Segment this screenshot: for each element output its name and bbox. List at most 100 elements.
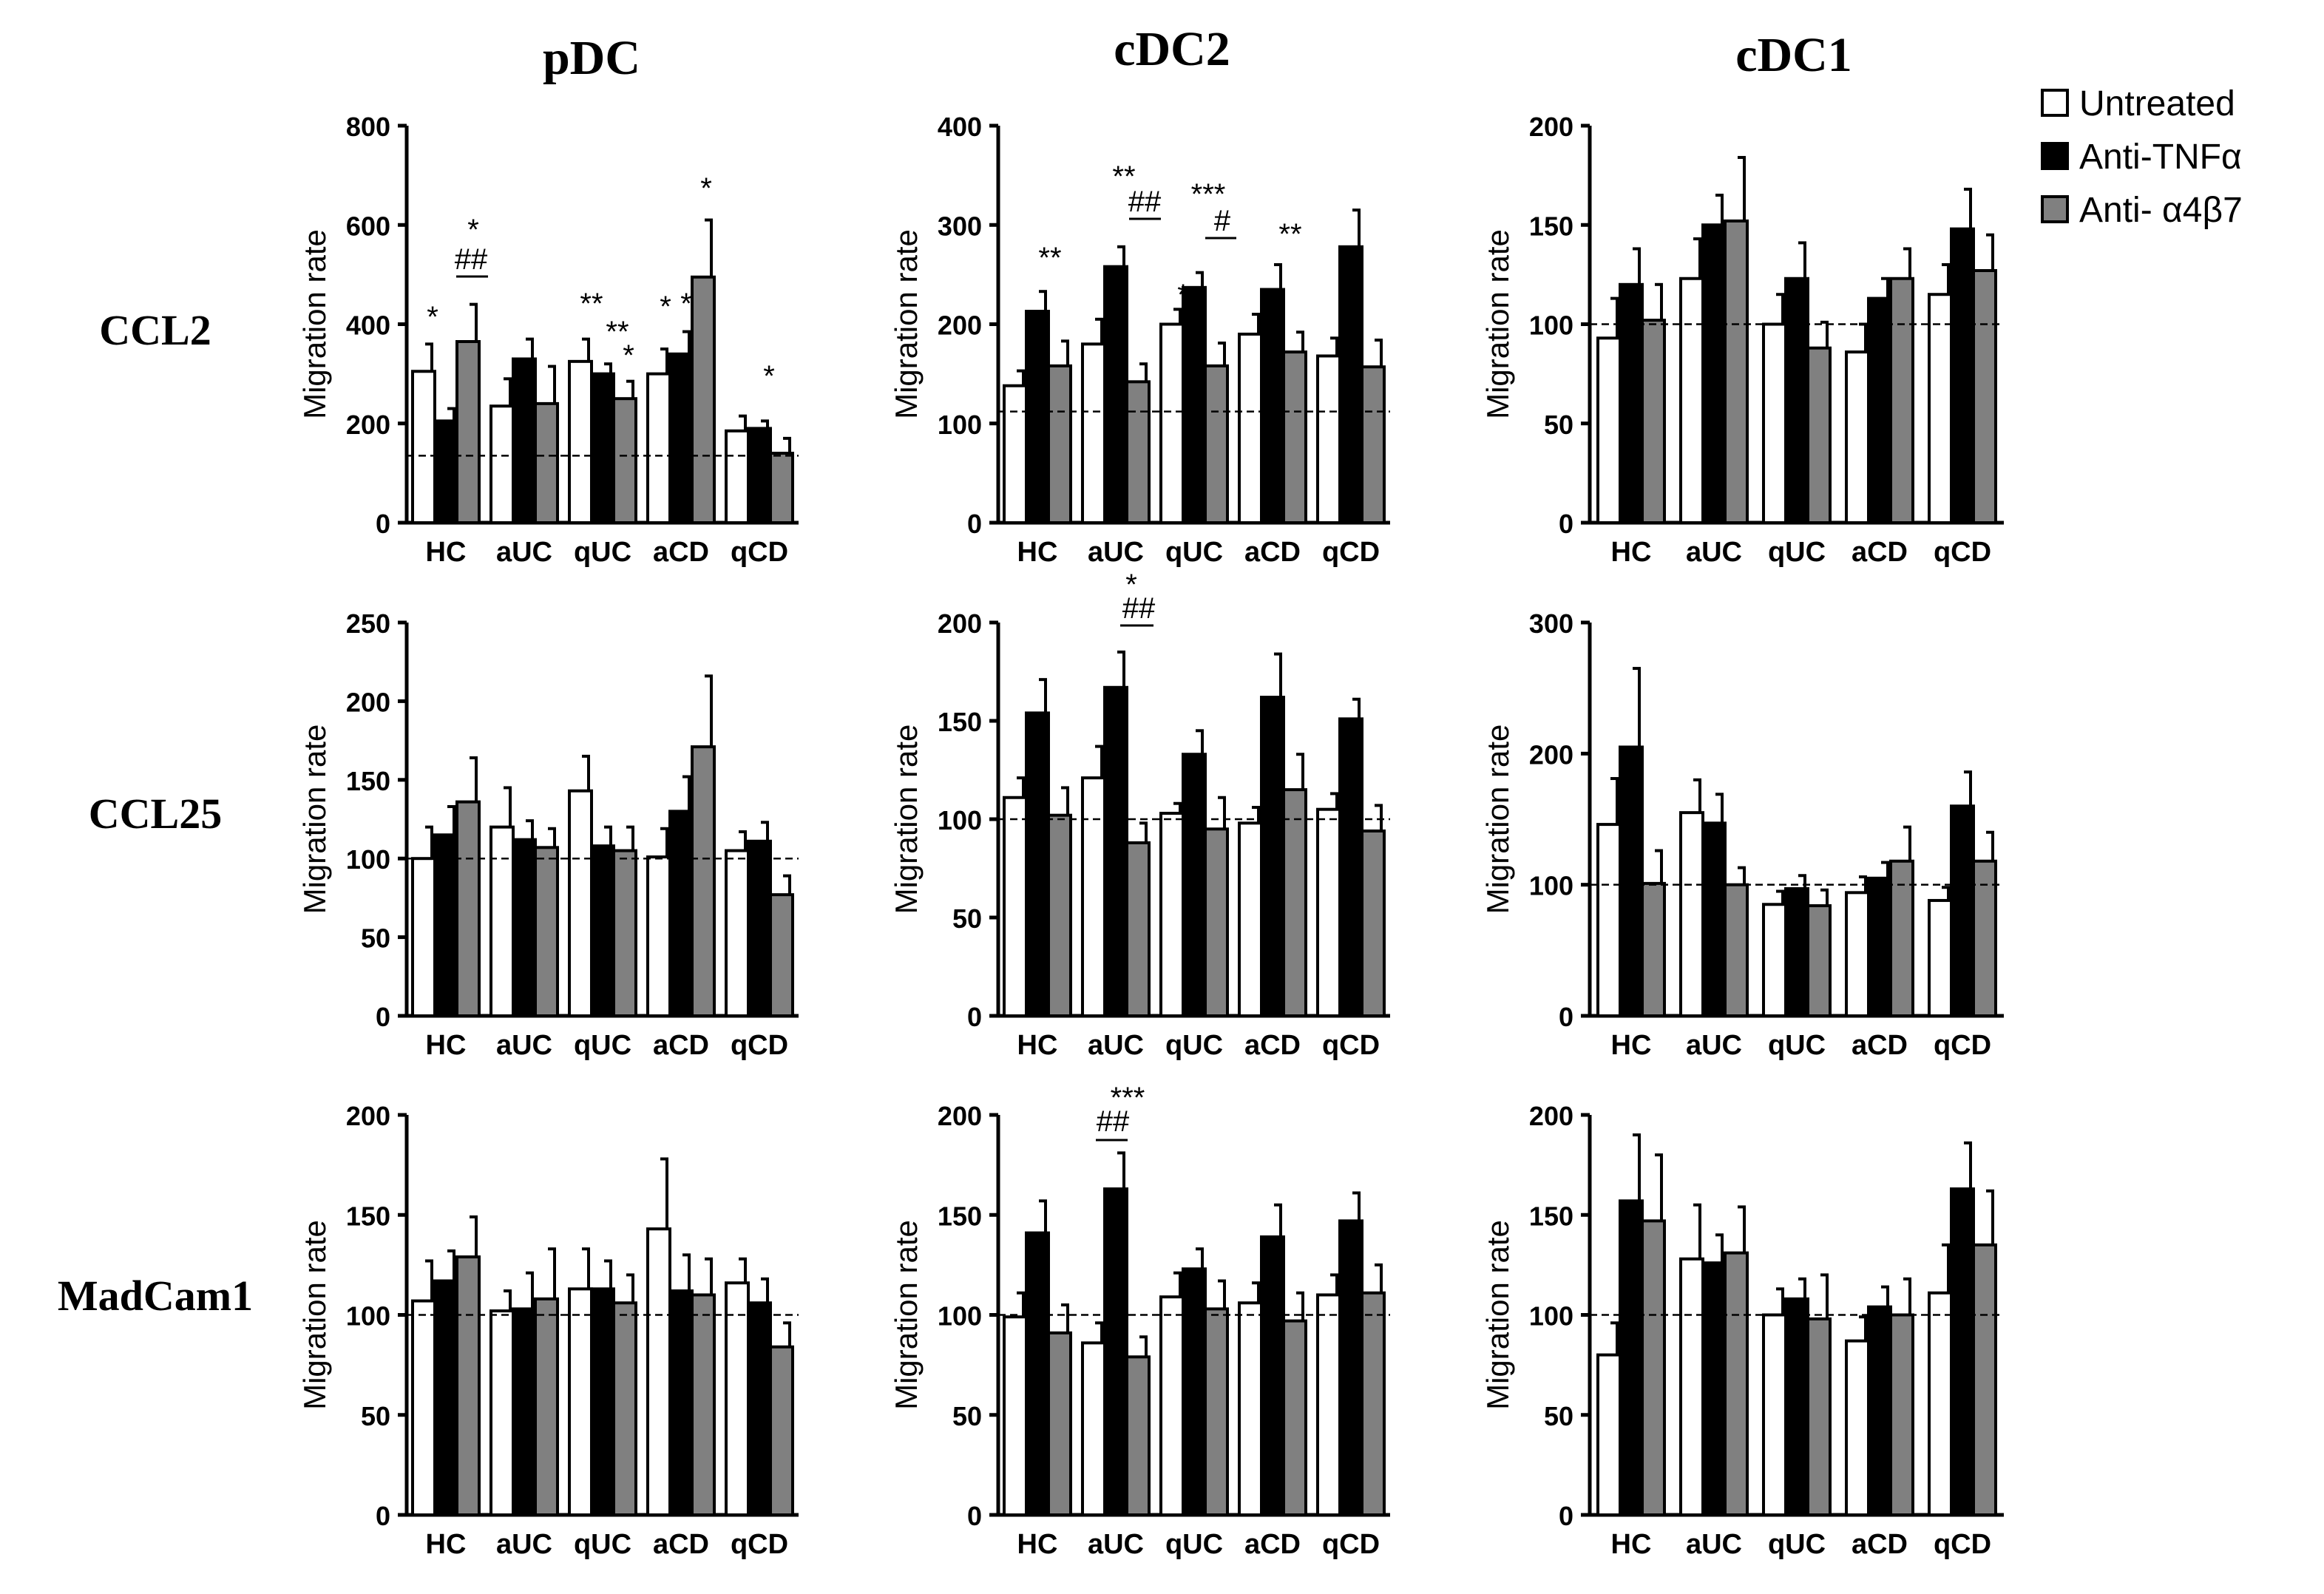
legend-label-untreated: Untreated: [2079, 84, 2235, 123]
significance-mark: ***: [1111, 1082, 1145, 1114]
significance-mark: *: [1103, 1286, 1115, 1318]
x-tick-label: HC: [1017, 1030, 1058, 1061]
x-tick-label: aCD: [1244, 537, 1301, 568]
y-axis-label: Migration rate: [1480, 725, 1515, 915]
y-tick-label: 400: [938, 112, 982, 142]
bar: [433, 1279, 458, 1516]
y-tick-label: 200: [1529, 739, 1573, 770]
y-axis-label: Migration rate: [1480, 229, 1515, 419]
significance-mark: ##: [1097, 1105, 1130, 1138]
bar: [1950, 804, 1975, 1018]
bar: [747, 839, 772, 1017]
bar: [590, 1287, 615, 1516]
x-tick-label: aCD: [653, 1030, 709, 1061]
y-axis-label: Migration rate: [297, 1220, 332, 1410]
bar: [668, 810, 694, 1017]
x-tick-label: aCD: [1852, 1030, 1908, 1061]
bar: [646, 855, 671, 1018]
bar: [512, 1307, 537, 1516]
x-tick-label: qCD: [731, 1030, 788, 1061]
y-tick-label: 150: [938, 1201, 982, 1231]
y-tick-label: 0: [1559, 1002, 1573, 1032]
bar: [1889, 859, 1914, 1018]
bar: [455, 339, 481, 524]
bar: [1125, 1355, 1151, 1517]
y-tick-label: 200: [346, 410, 390, 440]
y-tick-label: 300: [938, 211, 982, 241]
x-tick-label: HC: [1017, 537, 1058, 568]
bar: [1596, 1353, 1622, 1516]
bar: [646, 1227, 671, 1517]
significance-mark: **: [1038, 242, 1061, 274]
bar: [1950, 1187, 1975, 1516]
bar: [455, 1255, 481, 1517]
bar: [1972, 269, 1997, 524]
bar: [1762, 1313, 1787, 1516]
bar: [1159, 322, 1185, 524]
x-tick-label: qCD: [731, 537, 788, 568]
x-tick-label: HC: [426, 1529, 467, 1560]
bar: [1762, 322, 1787, 524]
bar: [691, 1293, 716, 1516]
bar: [1338, 717, 1363, 1018]
y-tick-label: 0: [1559, 1501, 1573, 1531]
x-tick-label: qCD: [1322, 1030, 1380, 1061]
y-tick-label: 100: [1529, 311, 1573, 341]
bar: [668, 352, 694, 524]
significance-mark: #: [1214, 205, 1231, 237]
x-tick-label: aCD: [653, 1529, 709, 1560]
y-tick-label: 200: [346, 1101, 390, 1131]
bar: [747, 1301, 772, 1517]
bar: [646, 372, 671, 524]
bar: [1003, 1315, 1028, 1516]
x-tick-label: HC: [1017, 1529, 1058, 1560]
bar: [1619, 1199, 1644, 1516]
bar: [769, 452, 794, 525]
bar: [612, 849, 637, 1018]
bar: [1103, 685, 1128, 1018]
bar: [1806, 346, 1832, 524]
bar: [691, 745, 716, 1017]
x-tick-label: qUC: [574, 1030, 631, 1061]
bar: [1159, 812, 1185, 1018]
x-tick-label: aCD: [1852, 537, 1908, 568]
bar: [489, 1309, 515, 1516]
bar: [534, 846, 559, 1017]
bar: [1701, 1261, 1727, 1517]
x-tick-label: HC: [426, 537, 467, 568]
y-tick-label: 150: [1529, 211, 1573, 241]
x-tick-label: qUC: [1165, 1030, 1223, 1061]
bar: [1784, 277, 1809, 524]
y-tick-label: 100: [346, 844, 390, 875]
y-tick-label: 0: [1559, 509, 1573, 539]
bar: [590, 372, 615, 524]
y-tick-label: 400: [346, 311, 390, 341]
bar: [1282, 788, 1307, 1017]
bar: [1282, 1319, 1307, 1516]
bar: [512, 357, 537, 524]
bar: [1025, 1231, 1050, 1516]
bar: [1641, 881, 1666, 1017]
y-axis-label: Migration rate: [1480, 1220, 1515, 1410]
bar: [1928, 1291, 1953, 1516]
significance-mark: **: [580, 288, 603, 320]
x-tick-label: qCD: [1322, 537, 1380, 568]
x-tick-label: qCD: [1934, 1529, 1991, 1560]
y-tick-label: 100: [938, 1301, 982, 1332]
y-axis-label: Migration rate: [297, 229, 332, 419]
significance-mark: *: [763, 360, 775, 393]
significance-mark: ##: [1122, 592, 1156, 625]
significance-mark: **: [1278, 218, 1301, 251]
y-tick-label: 200: [938, 608, 982, 639]
significance-mark: *: [680, 288, 692, 320]
y-tick-label: 150: [1529, 1201, 1573, 1231]
bar: [1182, 285, 1207, 524]
bar: [725, 849, 750, 1018]
bar: [1596, 823, 1622, 1018]
bar: [590, 844, 615, 1018]
panel-madcam1-pdc: 0 50 100 150 200 Migration rate HC aUC qUC aCD qCD: [297, 1101, 799, 1560]
bar: [1361, 1291, 1386, 1516]
bar: [1972, 859, 1997, 1018]
x-tick-label: aCD: [653, 537, 709, 568]
bar: [612, 397, 637, 524]
